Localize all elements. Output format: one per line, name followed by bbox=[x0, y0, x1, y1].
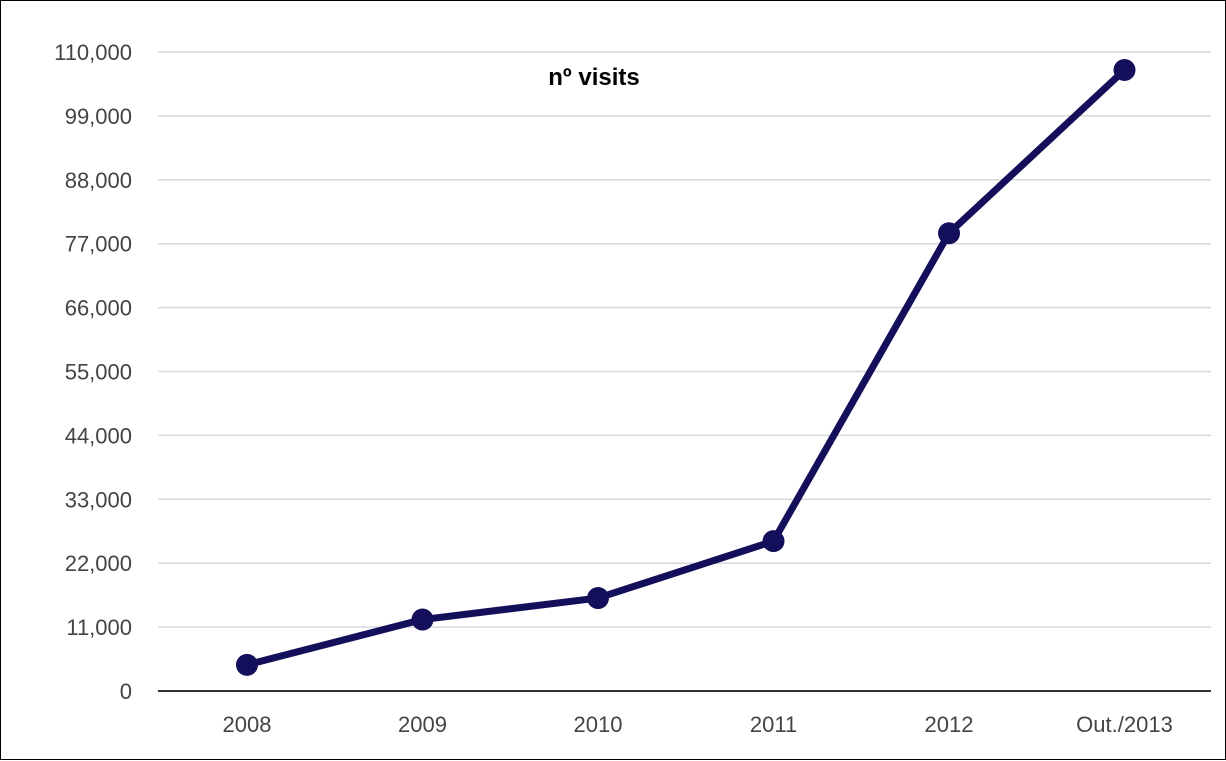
x-tick-label: 2012 bbox=[925, 712, 974, 737]
y-tick-label: 22,000 bbox=[65, 551, 132, 576]
x-axis-ticks: 2008 2009 2010 2011 2012 Out./2013 bbox=[223, 712, 1173, 737]
y-tick-label: 11,000 bbox=[66, 615, 132, 640]
x-tick-label: 2008 bbox=[223, 712, 272, 737]
x-tick-label: 2011 bbox=[750, 712, 797, 737]
y-tick-label: 88,000 bbox=[65, 168, 132, 193]
x-tick-label: Out./2013 bbox=[1076, 712, 1173, 737]
y-tick-label: 55,000 bbox=[65, 360, 132, 385]
x-tick-label: 2009 bbox=[398, 712, 447, 737]
y-tick-label: 110,000 bbox=[54, 40, 132, 65]
data-point bbox=[587, 587, 609, 610]
data-point bbox=[1113, 59, 1136, 82]
x-tick-label: 2010 bbox=[574, 712, 623, 737]
y-tick-label: 99,000 bbox=[65, 104, 132, 129]
series bbox=[236, 59, 1136, 676]
data-point bbox=[411, 608, 434, 631]
series-line bbox=[243, 66, 1128, 669]
y-tick-label: 0 bbox=[120, 679, 132, 704]
y-tick-label: 66,000 bbox=[65, 296, 132, 321]
y-tick-label: 33,000 bbox=[65, 487, 132, 512]
chart-title: nº visits bbox=[548, 64, 639, 91]
data-point bbox=[762, 530, 785, 553]
data-point bbox=[236, 653, 258, 676]
y-tick-label: 77,000 bbox=[65, 232, 132, 257]
y-tick-label: 44,000 bbox=[65, 423, 132, 448]
gridlines bbox=[158, 51, 1211, 628]
data-point bbox=[938, 222, 960, 245]
y-axis-ticks: 0 11,000 22,000 33,000 44,000 55,000 66,000 77,… bbox=[54, 40, 132, 704]
